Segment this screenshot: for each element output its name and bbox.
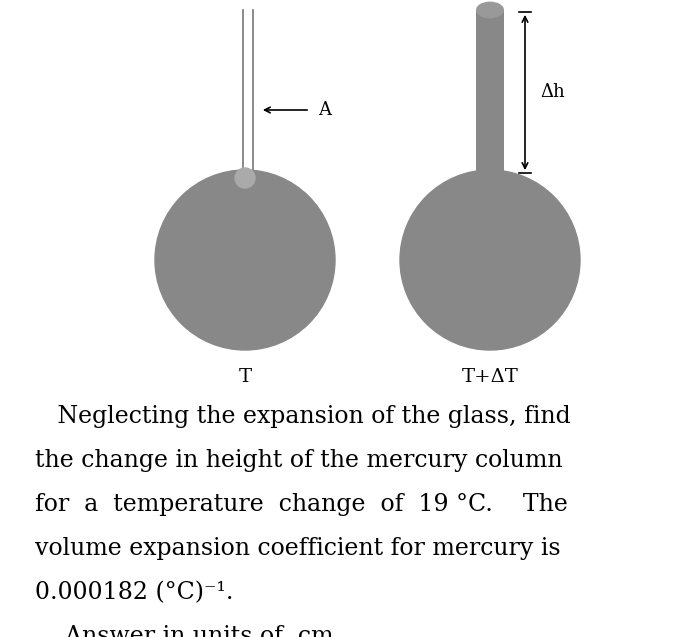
Circle shape (400, 170, 580, 350)
Text: T: T (239, 368, 251, 386)
Text: 0.000182 (°C)⁻¹.: 0.000182 (°C)⁻¹. (35, 581, 234, 604)
Text: volume expansion coefficient for mercury is: volume expansion coefficient for mercury… (35, 537, 561, 560)
Text: Δh: Δh (540, 83, 565, 101)
Ellipse shape (476, 2, 504, 18)
Text: Answer in units of  cm.: Answer in units of cm. (35, 625, 341, 637)
Text: Neglecting the expansion of the glass, find: Neglecting the expansion of the glass, f… (35, 405, 570, 428)
Text: for  a  temperature  change  of  19 °C.    The: for a temperature change of 19 °C. The (35, 493, 568, 516)
Text: the change in height of the mercury column: the change in height of the mercury colu… (35, 449, 563, 472)
Bar (476, 10, 504, 175)
Text: T+ΔT: T+ΔT (461, 368, 519, 386)
Circle shape (235, 168, 255, 188)
Circle shape (155, 170, 335, 350)
Text: A: A (318, 101, 331, 119)
